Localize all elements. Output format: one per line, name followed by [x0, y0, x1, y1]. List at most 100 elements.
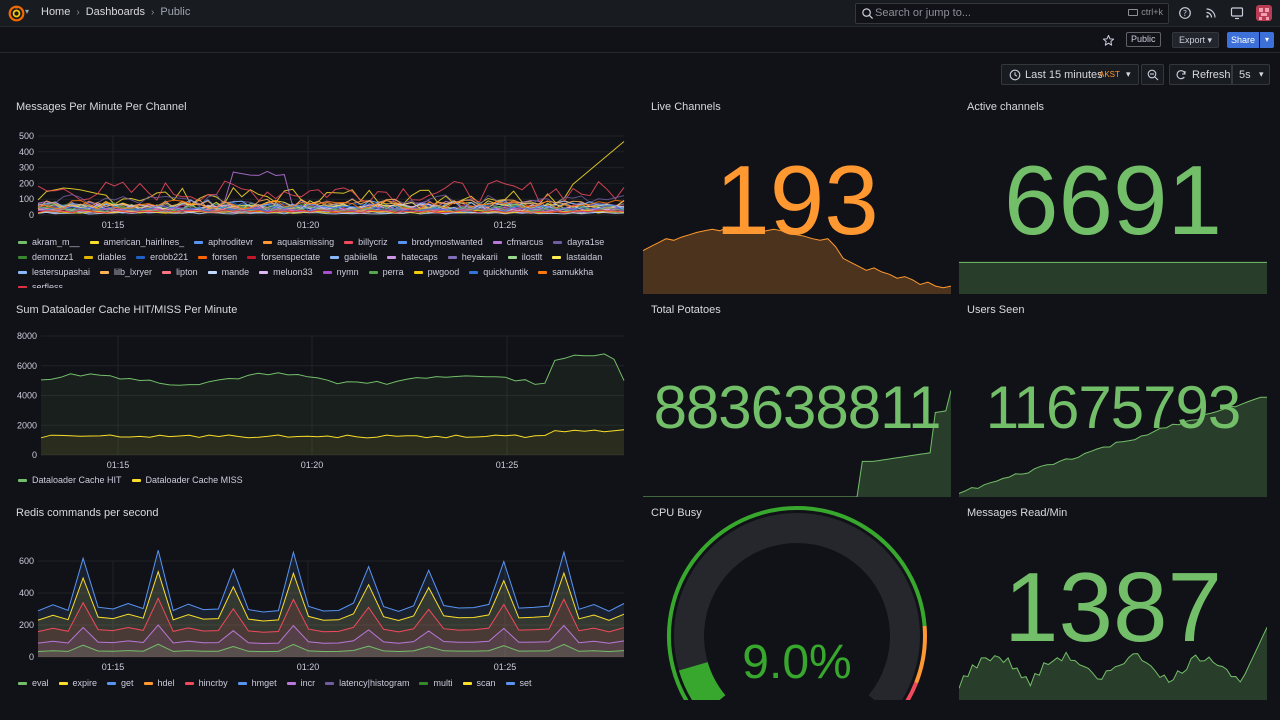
- legend-label: expire: [72, 678, 98, 688]
- legend-item[interactable]: incr: [286, 677, 315, 689]
- legend-label: serfless: [32, 282, 64, 288]
- messages-per-minute-chart[interactable]: 500 400 300 200 100 0 01:15 01:20 01:25: [8, 95, 636, 290]
- series-line: [37, 209, 625, 214]
- legend-swatch: [552, 255, 562, 259]
- legend-item[interactable]: multi: [419, 677, 453, 689]
- legend-item[interactable]: hincrby: [184, 677, 228, 689]
- breadcrumb-home[interactable]: Home: [41, 6, 71, 18]
- live-channels-value: 193: [715, 145, 879, 255]
- legend-item[interactable]: cfmarcus: [492, 236, 543, 248]
- legend-item[interactable]: demonzz1: [18, 251, 74, 263]
- legend-item[interactable]: meluon33: [259, 266, 313, 278]
- legend-item[interactable]: erobb221: [136, 251, 188, 263]
- legend-item[interactable]: dayra1se: [553, 236, 604, 248]
- dataloader-cache-chart[interactable]: 8000 6000 4000 2000 0 01:15 01:20 01:25: [8, 298, 636, 493]
- kiosk-monitor-icon[interactable]: [1230, 6, 1244, 20]
- menu-chevron-down-icon[interactable]: ▾: [25, 7, 30, 16]
- search-shortcut: ctrl+k: [1128, 7, 1163, 17]
- legend-item[interactable]: nymn: [322, 266, 359, 278]
- legend-item[interactable]: samukkha: [538, 266, 593, 278]
- legend-swatch: [507, 255, 517, 259]
- legend-item[interactable]: quickhuntik: [469, 266, 528, 278]
- star-favorite-icon[interactable]: [1102, 34, 1115, 47]
- legend-item[interactable]: latency|histogram: [325, 677, 409, 689]
- legend-item[interactable]: lipton: [162, 266, 198, 278]
- panel-title: Live Channels: [651, 101, 721, 113]
- sparkline-line: [959, 627, 1267, 689]
- legend-item[interactable]: serfless: [18, 281, 63, 288]
- y-tick-label: 0: [29, 210, 34, 220]
- legend-label: dayra1se: [567, 237, 605, 247]
- panel-messages-read[interactable]: Messages Read/Min 1387: [959, 501, 1267, 700]
- y-tick-label: 0: [29, 652, 34, 662]
- series-line: [37, 199, 625, 210]
- x-tick-label: 01:25: [494, 662, 517, 672]
- export-button[interactable]: Export ▾: [1172, 32, 1220, 48]
- legend-item[interactable]: Dataloader Cache MISS: [131, 474, 243, 486]
- legend-item[interactable]: ilostlt: [507, 251, 542, 263]
- legend-label: nymn: [336, 267, 359, 277]
- rss-news-icon[interactable]: [1204, 6, 1218, 20]
- legend-item[interactable]: billycriz: [344, 236, 388, 248]
- legend-item[interactable]: scan: [462, 677, 496, 689]
- legend-swatch: [447, 255, 457, 259]
- user-avatar[interactable]: [1256, 5, 1272, 21]
- legend-item[interactable]: perra: [368, 266, 404, 278]
- search-input[interactable]: Search or jump to... ctrl+k: [855, 3, 1169, 24]
- svg-text:?: ?: [1183, 9, 1187, 18]
- legend-swatch: [538, 270, 548, 274]
- legend-item[interactable]: hmget: [237, 677, 277, 689]
- legend-label: eval: [32, 678, 49, 688]
- refresh-button[interactable]: Refresh: [1169, 64, 1232, 85]
- panel-users-seen[interactable]: Users Seen 11675793: [959, 298, 1267, 497]
- sparkline-line: [643, 390, 951, 497]
- panel-live-channels[interactable]: Live Channels 193: [643, 95, 951, 294]
- legend-item[interactable]: forsen: [198, 251, 237, 263]
- y-tick-label: 600: [19, 556, 34, 566]
- panel-cpu-busy[interactable]: CPU Busy 9.0%: [643, 501, 951, 700]
- share-dropdown-chevron-icon[interactable]: ▾: [1260, 32, 1274, 48]
- legend-item[interactable]: hdel: [143, 677, 175, 689]
- legend-item[interactable]: Dataloader Cache HIT: [18, 474, 122, 486]
- legend-item[interactable]: lilb_lxryer: [100, 266, 152, 278]
- legend-item[interactable]: get: [107, 677, 134, 689]
- time-range-picker[interactable]: Last 15 minutes AKST ▾: [1001, 64, 1139, 85]
- panel-total-potatoes[interactable]: Total Potatoes 883638811: [643, 298, 951, 497]
- legend-item[interactable]: brodymostwanted: [397, 236, 483, 248]
- legend-item[interactable]: gabiiella: [330, 251, 377, 263]
- legend-item[interactable]: eval: [18, 677, 49, 689]
- legend-item[interactable]: aphroditevr: [194, 236, 253, 248]
- panel-dataloader-cache[interactable]: Sum Dataloader Cache HIT/MISS Per Minute…: [8, 298, 636, 493]
- legend-item[interactable]: pwgood: [413, 266, 459, 278]
- sparkline-area: [643, 226, 951, 294]
- legend-item[interactable]: hatecaps: [387, 251, 438, 263]
- legend-swatch: [162, 270, 172, 274]
- legend-item[interactable]: expire: [58, 677, 98, 689]
- legend-label: lastaidan: [566, 252, 603, 262]
- legend-label: get: [121, 678, 134, 688]
- help-icon[interactable]: ?: [1178, 6, 1192, 20]
- gauge-arc: [914, 625, 927, 684]
- panel-redis-commands[interactable]: Redis commands per second 600 400 200 0 01:1…: [8, 501, 636, 700]
- chart-legend: Dataloader Cache HIT Dataloader Cache MIS…: [18, 474, 628, 486]
- zoom-out-button[interactable]: [1141, 64, 1164, 85]
- grafana-logo-icon[interactable]: [8, 5, 25, 22]
- breadcrumb-dashboards[interactable]: Dashboards: [85, 6, 146, 18]
- legend-item[interactable]: forsenspectate: [247, 251, 320, 263]
- legend-label: hatecaps: [401, 252, 438, 262]
- legend-item[interactable]: aquaismissing: [263, 236, 334, 248]
- legend-item[interactable]: heyakarii: [447, 251, 498, 263]
- legend-item[interactable]: akram_m__: [18, 236, 80, 248]
- refresh-interval-picker[interactable]: 5s ▾: [1232, 64, 1270, 85]
- legend-item[interactable]: lestersupashai: [18, 266, 90, 278]
- sparkline-line: [643, 226, 951, 289]
- legend-item[interactable]: lastaidan: [552, 251, 602, 263]
- legend-item[interactable]: set: [505, 677, 532, 689]
- redis-commands-chart[interactable]: 600 400 200 0 01:15 01:20 01:25: [8, 501, 636, 700]
- panel-messages-per-minute[interactable]: Messages Per Minute Per Channel 500 400 30…: [8, 95, 636, 290]
- panel-active-channels[interactable]: Active channels 6691: [959, 95, 1267, 294]
- share-button[interactable]: Share: [1227, 32, 1259, 48]
- legend-item[interactable]: diables: [83, 251, 126, 263]
- legend-item[interactable]: american_hairlines_: [89, 236, 184, 248]
- legend-item[interactable]: mande: [207, 266, 249, 278]
